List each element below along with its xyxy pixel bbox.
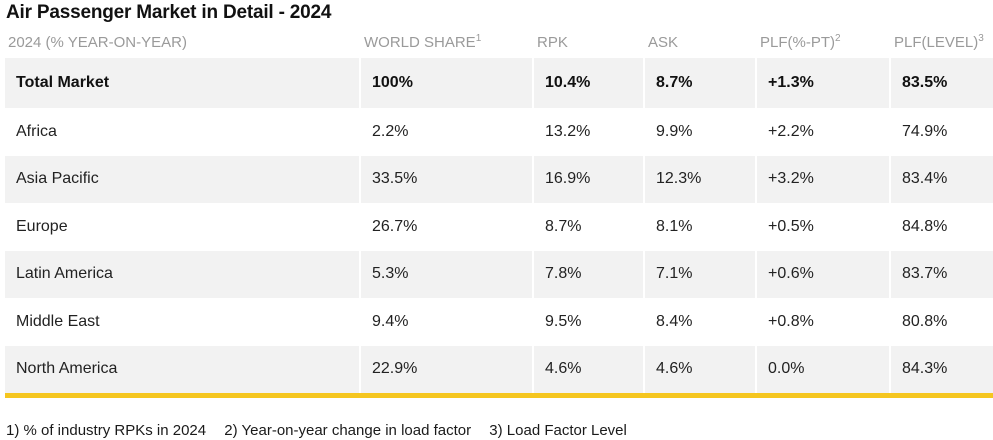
- header-ask: ASK: [648, 34, 679, 51]
- cell-world-share: 22.9%: [361, 345, 534, 393]
- header-rpk: RPK: [537, 34, 568, 51]
- cell-rpk: 13.2%: [534, 108, 645, 156]
- table-row-middle-east: Middle East 9.4% 9.5% 8.4% +0.8% 80.8%: [5, 298, 993, 346]
- page-title: Air Passenger Market in Detail - 2024: [6, 2, 332, 23]
- cell-rpk: 9.5%: [534, 298, 645, 346]
- cell-plf-level: 80.8%: [902, 312, 948, 330]
- cell-plf-level: 84.8%: [902, 217, 948, 235]
- table-row-north-america: North America 22.9% 4.6% 4.6% 0.0% 84.3%: [5, 345, 993, 393]
- cell-world-share: 5.3%: [361, 250, 534, 298]
- cell-plf-pt: +3.2%: [757, 155, 891, 203]
- cell-plf-pt: +0.6%: [757, 250, 891, 298]
- cell-world-share: 9.4%: [361, 298, 534, 346]
- cell-plf-level: 83.4%: [902, 170, 948, 188]
- header-plf-level: PLF(LEVEL)3: [894, 33, 984, 52]
- cell-plf-level: 74.9%: [902, 122, 948, 140]
- cell-rpk: 8.7%: [534, 203, 645, 251]
- cell-region: Africa: [5, 108, 361, 156]
- cell-ask: 7.1%: [645, 250, 757, 298]
- cell-ask: 8.1%: [645, 203, 757, 251]
- market-table: 2024 (% YEAR-ON-YEAR) WORLD SHARE1 RPK A…: [5, 30, 993, 398]
- cell-region: Total Market: [5, 58, 361, 108]
- accent-divider: [5, 393, 993, 398]
- cell-world-share: 33.5%: [361, 155, 534, 203]
- cell-region: Latin America: [5, 250, 361, 298]
- cell-plf-pt: +2.2%: [757, 108, 891, 156]
- cell-plf-pt: +0.5%: [757, 203, 891, 251]
- cell-rpk: 7.8%: [534, 250, 645, 298]
- cell-rpk: 4.6%: [534, 345, 645, 393]
- footnote-1: 1) % of industry RPKs in 2024: [6, 422, 207, 439]
- cell-plf-level: 83.5%: [902, 74, 948, 91]
- cell-plf-pt: 0.0%: [757, 345, 891, 393]
- cell-region: Europe: [5, 203, 361, 251]
- table-row-total-market: Total Market 100% 10.4% 8.7% +1.3% 83.5%: [5, 58, 993, 108]
- table-row-africa: Africa 2.2% 13.2% 9.9% +2.2% 74.9%: [5, 108, 993, 156]
- cell-world-share: 2.2%: [361, 108, 534, 156]
- cell-ask: 8.7%: [645, 58, 757, 108]
- table-row-latin-america: Latin America 5.3% 7.8% 7.1% +0.6% 83.7%: [5, 250, 993, 298]
- cell-plf-level: 84.3%: [902, 360, 948, 378]
- header-plf-pt: PLF(%-PT)2: [760, 33, 841, 52]
- footnotes: 1) % of industry RPKs in 2024 2) Year-on…: [6, 422, 641, 439]
- cell-ask: 8.4%: [645, 298, 757, 346]
- cell-world-share: 100%: [361, 58, 534, 108]
- footnote-2: 2) Year-on-year change in load factor: [224, 422, 472, 439]
- header-world-share: WORLD SHARE1: [364, 33, 482, 52]
- footnote-3: 3) Load Factor Level: [489, 422, 627, 439]
- cell-plf-pt: +0.8%: [757, 298, 891, 346]
- cell-plf-pt: +1.3%: [757, 58, 891, 108]
- table-row-asia-pacific: Asia Pacific 33.5% 16.9% 12.3% +3.2% 83.…: [5, 155, 993, 203]
- cell-region: Asia Pacific: [5, 155, 361, 203]
- cell-plf-level: 83.7%: [902, 265, 948, 283]
- cell-region: North America: [5, 345, 361, 393]
- cell-world-share: 26.7%: [361, 203, 534, 251]
- cell-rpk: 16.9%: [534, 155, 645, 203]
- cell-ask: 12.3%: [645, 155, 757, 203]
- table-row-europe: Europe 26.7% 8.7% 8.1% +0.5% 84.8%: [5, 203, 993, 251]
- cell-region: Middle East: [5, 298, 361, 346]
- cell-rpk: 10.4%: [534, 58, 645, 108]
- cell-ask: 4.6%: [645, 345, 757, 393]
- header-region: 2024 (% YEAR-ON-YEAR): [8, 34, 187, 51]
- table-header: 2024 (% YEAR-ON-YEAR) WORLD SHARE1 RPK A…: [5, 30, 993, 55]
- cell-ask: 9.9%: [645, 108, 757, 156]
